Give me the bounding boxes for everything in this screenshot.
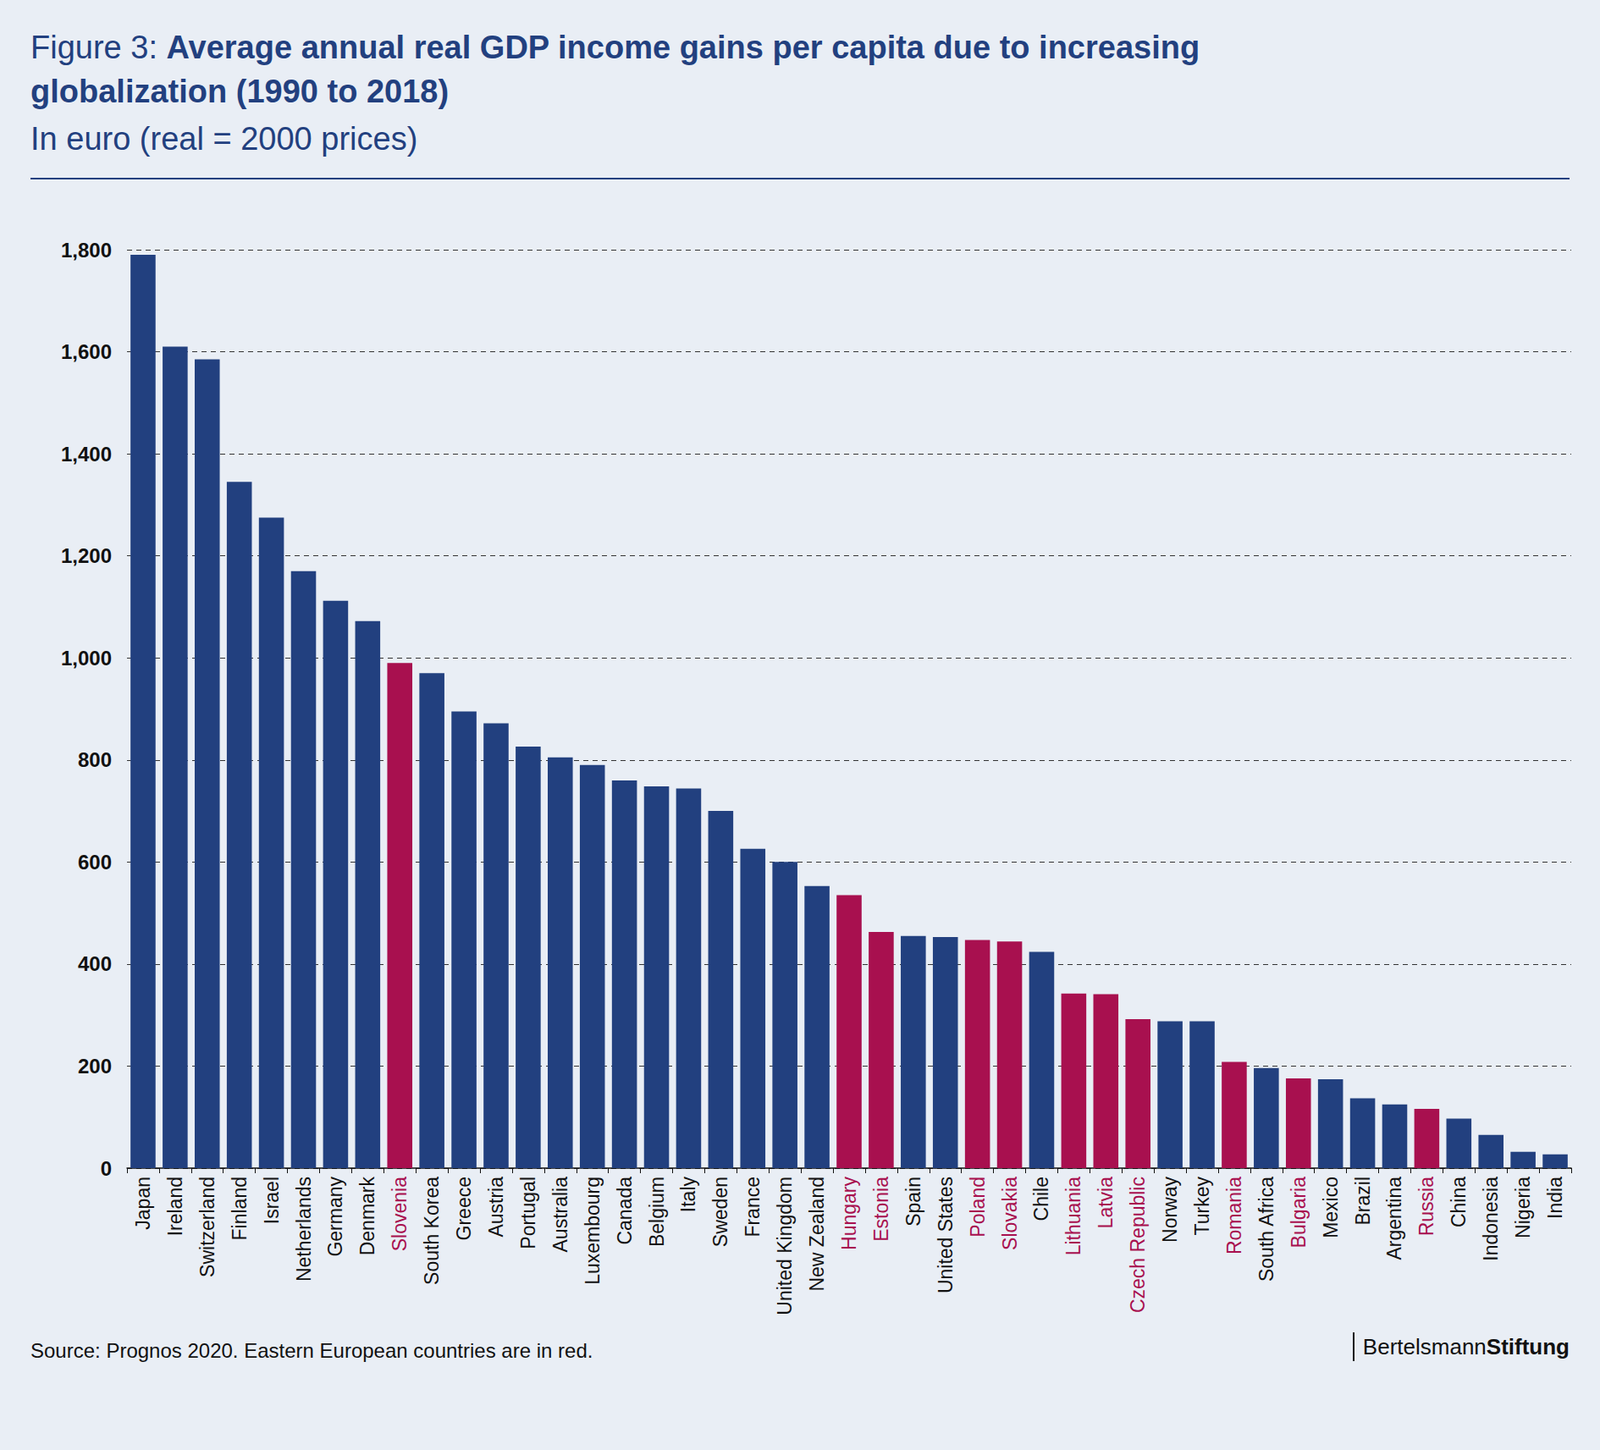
svg-text:Argentina: Argentina xyxy=(1383,1176,1406,1261)
svg-text:United Kingdom: United Kingdom xyxy=(773,1176,796,1316)
svg-text:1,200: 1,200 xyxy=(60,544,112,568)
svg-text:Greece: Greece xyxy=(452,1176,475,1241)
svg-text:Russia: Russia xyxy=(1415,1176,1438,1237)
svg-text:Australia: Australia xyxy=(549,1176,572,1253)
svg-text:Slovakia: Slovakia xyxy=(998,1176,1021,1251)
svg-text:Lithuania: Lithuania xyxy=(1062,1176,1085,1257)
svg-text:Chile: Chile xyxy=(1030,1176,1053,1221)
svg-text:Latvia: Latvia xyxy=(1094,1176,1117,1230)
html-text:In euro (real = 2000 prices): In euro (real = 2000 prices) xyxy=(30,121,418,157)
svg-text:1,600: 1,600 xyxy=(60,340,112,364)
html-text:Bertelsmann Stiftung: Bertelsmann Stiftung xyxy=(1362,1334,1570,1360)
svg-text:Norway: Norway xyxy=(1158,1176,1181,1243)
svg-text:Netherlands: Netherlands xyxy=(292,1176,315,1282)
svg-text:Ireland: Ireland xyxy=(164,1176,187,1236)
svg-text:Germany: Germany xyxy=(324,1176,347,1258)
svg-text:400: 400 xyxy=(77,952,112,976)
svg-text:Japan: Japan xyxy=(132,1176,155,1231)
svg-text:600: 600 xyxy=(77,850,112,874)
html-text:Figure 3: Average annual real: Figure 3: Average annual real GDP income… xyxy=(30,29,1200,110)
svg-text:Turkey: Turkey xyxy=(1191,1176,1214,1236)
svg-text:Luxembourg: Luxembourg xyxy=(581,1176,604,1286)
svg-text:Hungary: Hungary xyxy=(838,1176,861,1251)
svg-text:South Africa: South Africa xyxy=(1255,1176,1278,1282)
svg-text:Austria: Austria xyxy=(485,1176,508,1238)
svg-text:China: China xyxy=(1447,1176,1470,1228)
svg-text:800: 800 xyxy=(77,748,112,772)
svg-text:1,400: 1,400 xyxy=(60,442,112,466)
svg-text:France: France xyxy=(741,1176,764,1238)
svg-text:Indonesia: Indonesia xyxy=(1479,1176,1502,1262)
svg-text:United States: United States xyxy=(934,1176,957,1294)
svg-text:Portugal: Portugal xyxy=(517,1176,540,1250)
svg-text:Switzerland: Switzerland xyxy=(196,1176,219,1278)
svg-text:200: 200 xyxy=(77,1054,112,1078)
svg-text:Belgium: Belgium xyxy=(645,1176,668,1247)
svg-text:Denmark: Denmark xyxy=(356,1176,379,1257)
svg-text:Bulgaria: Bulgaria xyxy=(1287,1176,1310,1249)
svg-text:Mexico: Mexico xyxy=(1319,1176,1342,1239)
svg-text:1,800: 1,800 xyxy=(60,238,112,262)
svg-text:Israel: Israel xyxy=(260,1176,283,1225)
svg-text:Czech Republic: Czech Republic xyxy=(1126,1176,1149,1314)
svg-text:Finland: Finland xyxy=(228,1176,251,1241)
svg-text:Brazil: Brazil xyxy=(1351,1176,1374,1226)
html-text:Source: Prognos 2020. Eastern: Source: Prognos 2020. Eastern European c… xyxy=(30,1339,593,1363)
svg-text:Estonia: Estonia xyxy=(870,1176,893,1242)
svg-text:1,000: 1,000 xyxy=(60,646,112,670)
svg-text:Spain: Spain xyxy=(902,1176,925,1227)
svg-text:New Zealand: New Zealand xyxy=(805,1176,828,1292)
svg-text:South Korea: South Korea xyxy=(420,1176,443,1286)
svg-text:India: India xyxy=(1544,1176,1567,1220)
svg-text:Slovenia: Slovenia xyxy=(388,1176,411,1252)
svg-text:Sweden: Sweden xyxy=(709,1176,732,1247)
svg-text:Nigeria: Nigeria xyxy=(1511,1176,1534,1239)
svg-text:Italy: Italy xyxy=(677,1176,700,1214)
svg-text:Romania: Romania xyxy=(1223,1176,1246,1255)
svg-text:Canada: Canada xyxy=(613,1176,636,1246)
svg-text:0: 0 xyxy=(100,1157,112,1181)
svg-text:Poland: Poland xyxy=(966,1176,989,1238)
